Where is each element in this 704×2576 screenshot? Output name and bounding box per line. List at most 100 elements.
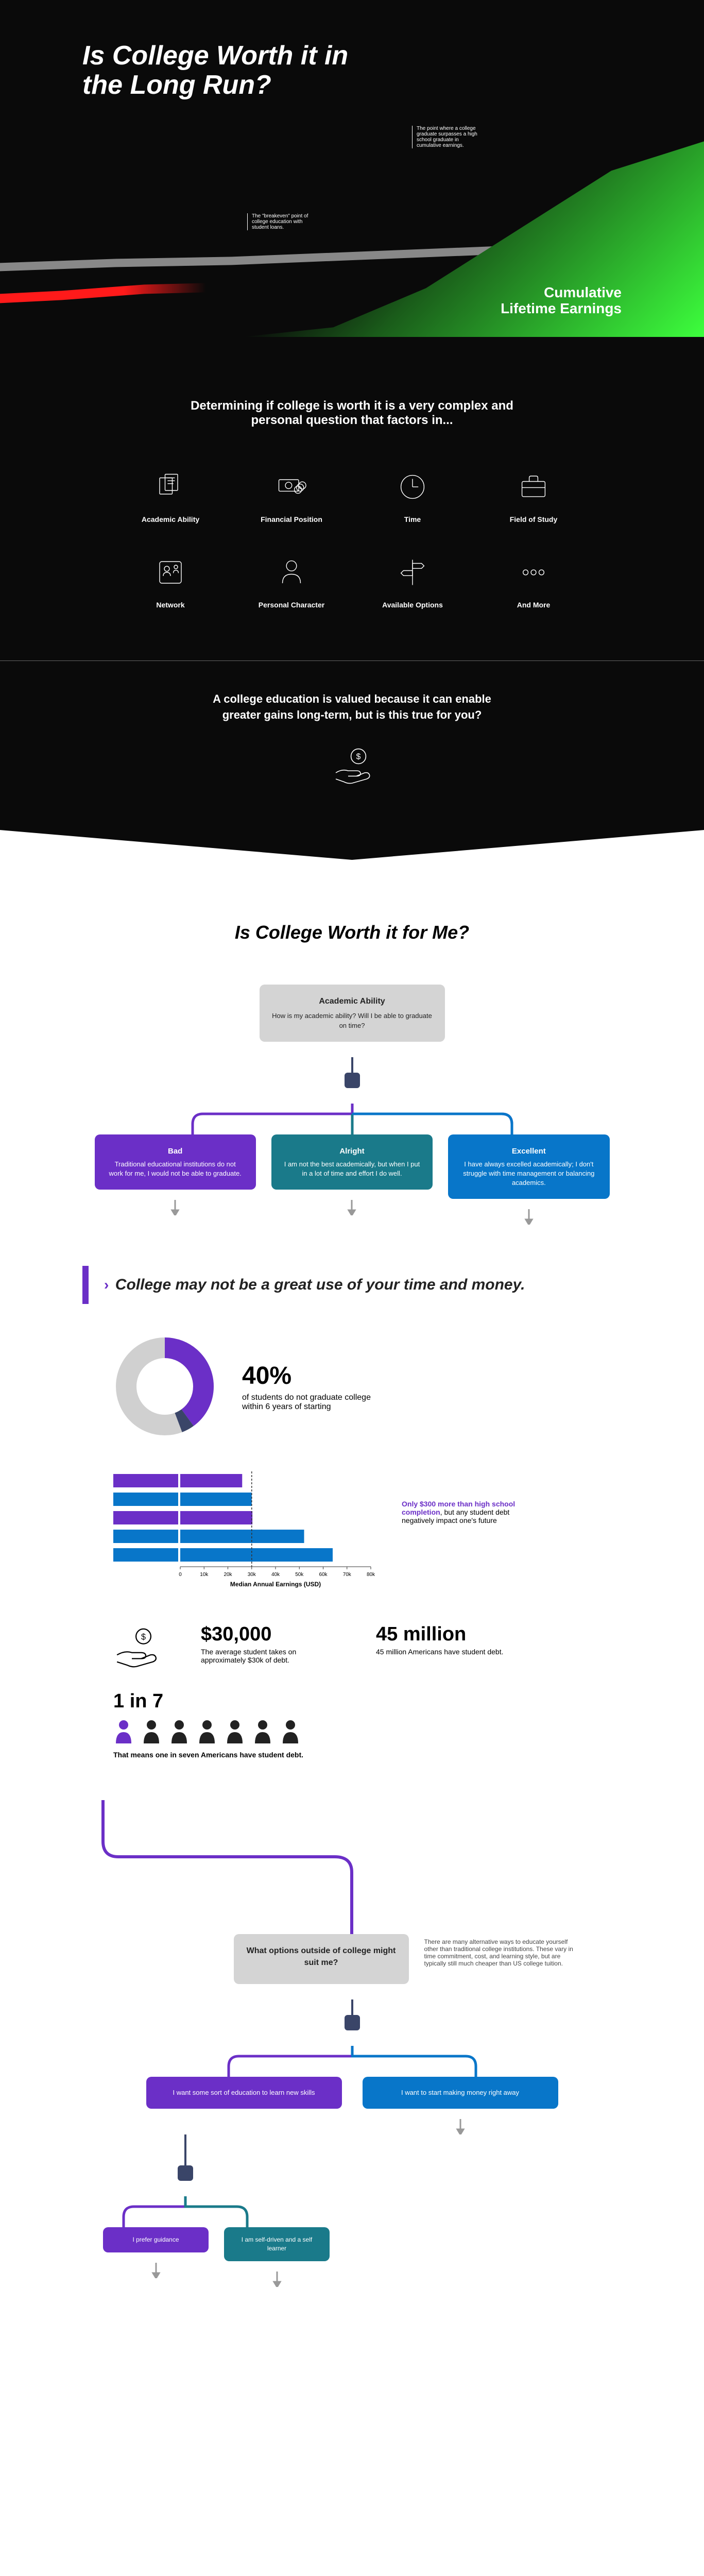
- factor-label: Available Options: [382, 601, 443, 609]
- flow-option: ExcellentI have always excelled academic…: [448, 1134, 609, 1199]
- person-icon: [252, 1719, 273, 1743]
- svg-text:40k: 40k: [271, 1572, 280, 1578]
- dots-icon: [516, 554, 552, 590]
- briefcase-icon: [516, 469, 552, 505]
- person-icon: [169, 1719, 190, 1743]
- bar: [180, 1493, 252, 1506]
- factor-item: Personal Character: [242, 554, 342, 609]
- factor-label: Field of Study: [510, 515, 558, 523]
- earnings-barchart: Less than HS completionHS completionSome…: [113, 1469, 622, 1592]
- result-bad: › College may not be a great use of your…: [82, 1266, 622, 1304]
- factor-item: Financial Position: [242, 469, 342, 523]
- svg-text:50k: 50k: [295, 1572, 304, 1578]
- arrow-down-icon: [272, 2272, 282, 2287]
- stat-millions: 45 million 45 million Americans have stu…: [376, 1623, 503, 1656]
- hero-section: Is College Worth it in the Long Run? The…: [0, 0, 704, 337]
- bar: [180, 1474, 242, 1487]
- question-2-title: Is College Worth it for Me?: [82, 922, 622, 943]
- signpost-icon: [394, 554, 431, 590]
- connector-2way: [103, 2196, 330, 2227]
- chevron-icon: ›: [104, 1277, 109, 1293]
- bar: [180, 1530, 304, 1543]
- svg-text:$: $: [356, 753, 360, 761]
- arrow-down-icon: [151, 2263, 161, 2278]
- factor-label: Network: [156, 601, 184, 609]
- flow-option: I want some sort of education to learn n…: [146, 2077, 342, 2109]
- person-icon: [113, 1719, 134, 1743]
- barchart-note: Only $300 more than high school completi…: [402, 1469, 536, 1524]
- network-icon: [152, 554, 188, 590]
- flow2-start: What options outside of college might su…: [234, 1934, 409, 1984]
- annotation-breakeven: The "breakeven" point of college educati…: [247, 213, 319, 230]
- hero-title: Is College Worth it in the Long Run?: [82, 41, 391, 100]
- svg-text:70k: 70k: [343, 1572, 352, 1578]
- factor-grid: Academic Ability Financial Position Time Fi…: [121, 469, 584, 609]
- stats-row: $ $30,000 The average student takes on a…: [113, 1623, 622, 1670]
- svg-text:0: 0: [179, 1572, 182, 1578]
- factors-section: Determining if college is worth it is a …: [0, 337, 704, 660]
- flowchart-section: Is College Worth it for Me? Academic Abi…: [0, 860, 704, 2349]
- factor-item: Academic Ability: [121, 469, 221, 523]
- flow-option: I am self-driven and a self learner: [224, 2227, 330, 2261]
- person-icon: [141, 1719, 162, 1743]
- arrow-down-icon: [524, 1209, 534, 1225]
- factor-label: And More: [517, 601, 551, 609]
- axis-label: Median Annual Earnings (USD): [230, 1581, 321, 1588]
- flow2-side-text: There are many alternative ways to educa…: [424, 1934, 579, 1967]
- svg-text:80k: 80k: [367, 1572, 375, 1578]
- factor-item: And More: [484, 554, 584, 609]
- svg-text:60k: 60k: [319, 1572, 328, 1578]
- hand-money-icon: $: [113, 1623, 160, 1670]
- bar: [180, 1511, 252, 1524]
- barchart-svg: Less than HS completionHS completionSome…: [113, 1469, 381, 1592]
- person-icon: [280, 1719, 301, 1743]
- factor-label: Time: [404, 515, 421, 523]
- factor-item: Field of Study: [484, 469, 584, 523]
- flow-hub: [345, 1073, 360, 1088]
- clock-icon: [394, 469, 431, 505]
- green-sweep: [241, 141, 704, 337]
- svg-text:30k: 30k: [248, 1572, 256, 1578]
- red-curve: [0, 275, 206, 306]
- person-icon: [197, 1719, 217, 1743]
- svg-text:20k: 20k: [224, 1572, 232, 1578]
- donut-chart: [113, 1335, 216, 1438]
- factors-heading: Determining if college is worth it is a …: [172, 399, 533, 428]
- flow-hub: [345, 2015, 360, 2030]
- factor-item: Available Options: [363, 554, 463, 609]
- people-icons: [113, 1719, 622, 1743]
- flow2-options: I want some sort of education to learn n…: [146, 2077, 558, 2134]
- factor-label: Personal Character: [259, 601, 324, 609]
- hero-chart: The "breakeven" point of college educati…: [82, 121, 622, 337]
- person-icon: [225, 1719, 245, 1743]
- factor-label: Financial Position: [261, 515, 322, 523]
- svg-text:10k: 10k: [200, 1572, 209, 1578]
- factor-item: Time: [363, 469, 463, 523]
- flow2-sub-options: I prefer guidance I am self-driven and a …: [103, 2227, 330, 2287]
- person-icon: [273, 554, 310, 590]
- flow1-options: BadTraditional educational institutions …: [95, 1134, 610, 1225]
- earnings-label: Cumulative Lifetime Earnings: [501, 285, 622, 317]
- arrow-down-icon: [455, 2119, 466, 2134]
- connector: [103, 2134, 463, 2165]
- factor-label: Academic Ability: [142, 515, 199, 523]
- flow-option: BadTraditional educational institutions …: [95, 1134, 256, 1190]
- factor-item: Network: [121, 554, 221, 609]
- hand-money-icon: $: [332, 744, 373, 785]
- bar: [180, 1548, 333, 1562]
- flow-option: AlrightI am not the best academically, b…: [271, 1134, 433, 1190]
- donut-text: 40% of students do not graduate college …: [242, 1362, 386, 1412]
- path-connector: [0, 1800, 704, 1934]
- documents-icon: [152, 469, 188, 505]
- stat-debt: $30,000 The average student takes on app…: [201, 1623, 335, 1664]
- flow-option: I prefer guidance: [103, 2227, 209, 2252]
- flow1-start: Academic Ability How is my academic abil…: [260, 985, 445, 1042]
- connector: [345, 1999, 360, 2015]
- flow2-start-row: What options outside of college might su…: [95, 1934, 610, 1984]
- connector-3way: [141, 1104, 563, 1134]
- money-icon: [273, 469, 310, 505]
- arrow-down-icon: [170, 1200, 180, 1215]
- flow-1: Academic Ability How is my academic abil…: [95, 985, 610, 1225]
- annotation-surpass: The point where a college graduate surpa…: [412, 126, 484, 148]
- arrow-down-icon: [347, 1200, 357, 1215]
